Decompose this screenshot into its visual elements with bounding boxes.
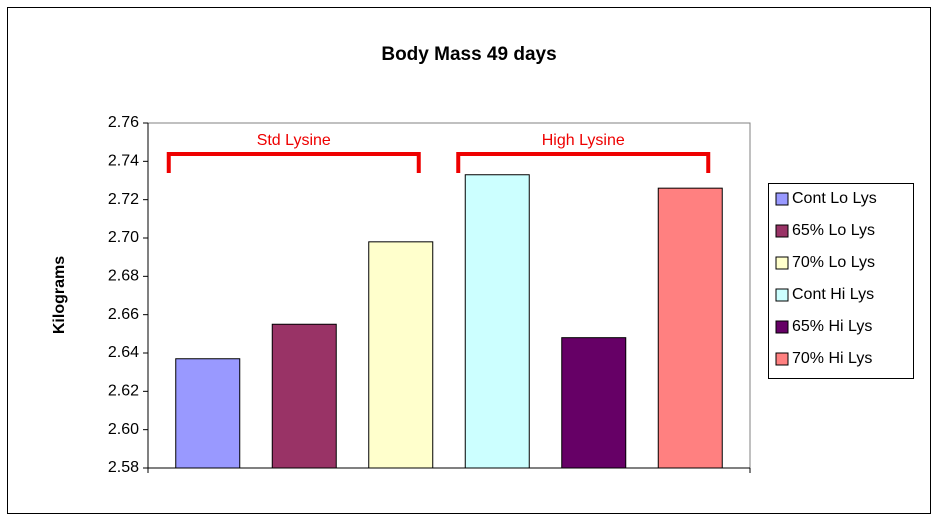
bar [657, 187, 723, 469]
legend-swatch [775, 224, 789, 238]
annotation-bracket [456, 152, 711, 173]
y-axis-label: Kilograms [51, 256, 68, 334]
y-tick-label: 2.70 [108, 229, 139, 246]
bar [175, 358, 241, 469]
chart-title: Body Mass 49 days [381, 44, 556, 65]
bar [368, 241, 434, 469]
legend-label: Cont Hi Lys [792, 286, 874, 303]
bar [271, 323, 337, 469]
annotation-label: Std Lysine [257, 132, 331, 149]
annotation-bracket [166, 152, 421, 173]
legend-swatch [775, 352, 789, 366]
legend-swatch [775, 192, 789, 206]
legend-label: 70% Lo Lys [792, 254, 875, 271]
legend-swatch [775, 256, 789, 270]
y-tick-label: 2.62 [108, 383, 139, 400]
y-tick-label: 2.72 [108, 191, 139, 208]
bar [561, 337, 627, 469]
legend-label: 65% Hi Lys [792, 318, 872, 335]
annotation-label: High Lysine [542, 132, 625, 149]
y-tick-label: 2.66 [108, 306, 139, 323]
y-tick-label: 2.74 [108, 153, 139, 170]
legend [768, 183, 914, 379]
legend-label: 65% Lo Lys [792, 222, 875, 239]
legend-label: Cont Lo Lys [792, 190, 877, 207]
y-tick-label: 2.68 [108, 268, 139, 285]
legend-swatch [775, 288, 789, 302]
y-tick-label: 2.64 [108, 344, 139, 361]
plot-area [147, 122, 751, 469]
legend-label: 70% Hi Lys [792, 350, 872, 367]
y-tick-label: 2.60 [108, 421, 139, 438]
legend-swatch [775, 320, 789, 334]
y-tick-label: 2.76 [108, 114, 139, 131]
bar [464, 174, 530, 469]
y-tick-label: 2.58 [108, 459, 139, 476]
